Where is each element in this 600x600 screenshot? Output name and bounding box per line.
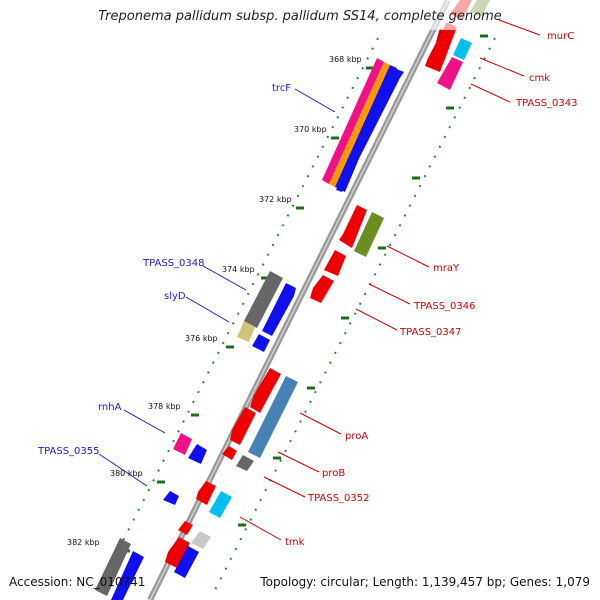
gene-blue-reverse-bottom[interactable]	[174, 546, 199, 578]
label-tpass-0346[interactable]: TPASS_0346	[413, 301, 475, 312]
gene-mray[interactable]	[354, 212, 384, 257]
tick-label: 370 kbp	[294, 125, 327, 134]
genome-summary-text: Topology: circular; Length: 1,139,457 bp…	[260, 575, 590, 589]
leader-lines-forward	[98, 88, 336, 487]
gene-tpass-0355[interactable]	[163, 491, 179, 505]
gene-trcf-orange[interactable]	[329, 62, 390, 187]
label-proa[interactable]: proA	[345, 431, 368, 442]
gene-tpass-0352-red[interactable]	[222, 446, 237, 460]
gene-lightgray[interactable]	[191, 531, 211, 549]
tick-label: 374 kbp	[222, 265, 255, 274]
gene-prob-red[interactable]	[230, 407, 256, 445]
gene-trcf-magenta[interactable]	[322, 58, 384, 184]
tick-label: 368 kbp	[329, 55, 362, 64]
leader-lines-reverse	[239, 19, 541, 541]
gene-gray-bottom[interactable]	[95, 538, 131, 596]
leader-line	[263, 476, 306, 498]
tick-label: 378 kbp	[148, 402, 181, 411]
leader-line	[239, 516, 282, 541]
reverse-strand-genes	[165, 0, 490, 578]
tick-label: 372 kbp	[259, 195, 292, 204]
leader-line	[470, 83, 511, 103]
gene-rnha[interactable]	[173, 433, 192, 455]
leader-line	[98, 453, 148, 487]
leader-line	[299, 412, 342, 435]
tick-label: 382 kbp	[67, 538, 100, 547]
label-tpass-0347[interactable]: TPASS_0347	[399, 327, 461, 338]
label-trcf[interactable]: trcF	[272, 83, 291, 94]
leader-line	[479, 57, 525, 77]
genome-backbone-highlight	[149, 0, 449, 600]
label-rnha[interactable]: rnhA	[98, 402, 122, 413]
tick-label: 376 kbp	[185, 334, 218, 343]
label-tpass-0343[interactable]: TPASS_0343	[515, 98, 577, 109]
gene-tpass-0347[interactable]	[310, 275, 334, 303]
leader-line	[123, 409, 166, 434]
gene-blue-bottom[interactable]	[111, 551, 144, 600]
gene-red-bottom[interactable]	[165, 537, 190, 568]
leader-line	[202, 265, 247, 291]
gene-tmk[interactable]	[209, 491, 232, 518]
accession-text: Accession: NC_010741	[9, 575, 146, 589]
label-cmk[interactable]: cmk	[529, 73, 550, 84]
title-fade	[0, 0, 600, 30]
gene-blue-mid[interactable]	[262, 283, 296, 336]
label-prob[interactable]: proB	[322, 468, 345, 479]
leader-line	[498, 19, 541, 36]
gene-slyd[interactable]	[237, 321, 255, 342]
forward-strand-genes	[95, 28, 450, 600]
label-murc[interactable]: murC	[547, 31, 574, 42]
gene-mray-red[interactable]	[339, 205, 367, 248]
leader-line	[185, 296, 230, 323]
map-title: Treponema pallidum subsp. pallidum SS14,…	[98, 9, 502, 24]
leader-line	[294, 88, 336, 113]
label-tpass-0348[interactable]: TPASS_0348	[142, 258, 204, 269]
gene-tpass-0343[interactable]	[437, 57, 463, 90]
gene-blue-small[interactable]	[252, 334, 270, 352]
gene-red-lower[interactable]	[178, 521, 193, 535]
gene-tmk-red[interactable]	[196, 481, 216, 505]
leader-line	[368, 283, 411, 305]
leader-line	[355, 308, 398, 331]
tick-labels: 368 kbp 370 kbp 372 kbp 374 kbp 376 kbp …	[67, 55, 362, 547]
label-slyd[interactable]: slyD	[164, 291, 186, 302]
label-tpass-0355[interactable]: TPASS_0355	[37, 446, 99, 457]
gene-blue-rnha[interactable]	[188, 444, 207, 464]
gene-proa-red[interactable]	[250, 368, 281, 413]
label-tmk[interactable]: tmk	[285, 537, 305, 548]
gene-tpass-0348[interactable]	[244, 271, 283, 328]
tick-label: 380 kbp	[110, 469, 143, 478]
label-mray[interactable]: mraY	[433, 263, 460, 274]
gene-cmk[interactable]	[453, 38, 472, 60]
gene-tpass-0346[interactable]	[324, 250, 346, 276]
gene-labels-reverse: murC cmk TPASS_0343 mraY TPASS_0346 TPAS…	[285, 31, 577, 548]
outer-guide-ring	[97, 37, 379, 591]
gene-labels-forward: trcF TPASS_0348 slyD rnhA TPASS_0355	[37, 83, 291, 457]
leader-line	[277, 451, 320, 473]
gene-proa[interactable]	[248, 376, 298, 458]
inner-guide-ring	[214, 37, 496, 591]
gene-tpass-0352[interactable]	[236, 455, 254, 471]
gene-blue-arrow-top[interactable]	[336, 68, 404, 192]
gene-red-top[interactable]	[425, 22, 457, 72]
leader-line	[386, 245, 430, 268]
label-tpass-0352[interactable]: TPASS_0352	[307, 493, 369, 504]
